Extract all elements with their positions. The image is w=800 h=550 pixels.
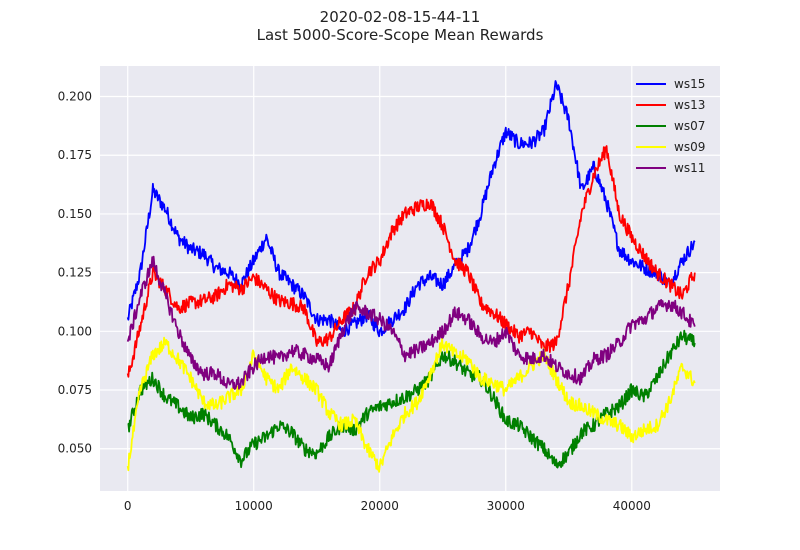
x-tick-label: 0: [124, 499, 132, 513]
legend-label-ws15: ws15: [674, 77, 705, 91]
y-tick-label: 0.050: [58, 442, 92, 456]
x-tick-label: 20000: [361, 499, 399, 513]
tick-labels: 0 10000 20000 30000 40000 0.050 0.075 0.100 0.12…: [58, 90, 651, 513]
y-tick-label: 0.100: [58, 324, 92, 338]
y-tick-label: 0.075: [58, 383, 92, 397]
legend-label-ws11: ws11: [674, 161, 705, 175]
legend-label-ws09: ws09: [674, 140, 705, 154]
series-line-ws11: [126, 255, 696, 390]
series-line-ws15: [126, 80, 696, 338]
y-tick-label: 0.150: [58, 207, 92, 221]
x-tick-label: 10000: [235, 499, 273, 513]
series-line-ws13: [126, 145, 696, 378]
y-tick-label: 0.125: [58, 266, 92, 280]
chart-subtitle: Last 5000-Score-Scope Mean Rewards: [256, 26, 544, 44]
grid: [100, 66, 720, 491]
series-lines: [126, 80, 696, 473]
legend: ws15 ws13 ws07 ws09 ws11: [636, 77, 705, 175]
x-tick-label: 30000: [487, 499, 525, 513]
chart-title: 2020-02-08-15-44-11: [319, 8, 481, 26]
legend-label-ws13: ws13: [674, 98, 705, 112]
y-tick-label: 0.175: [58, 148, 92, 162]
y-tick-label: 0.200: [58, 90, 92, 104]
x-tick-label: 40000: [613, 499, 651, 513]
legend-label-ws07: ws07: [674, 119, 705, 133]
series-line-ws09: [126, 336, 696, 473]
